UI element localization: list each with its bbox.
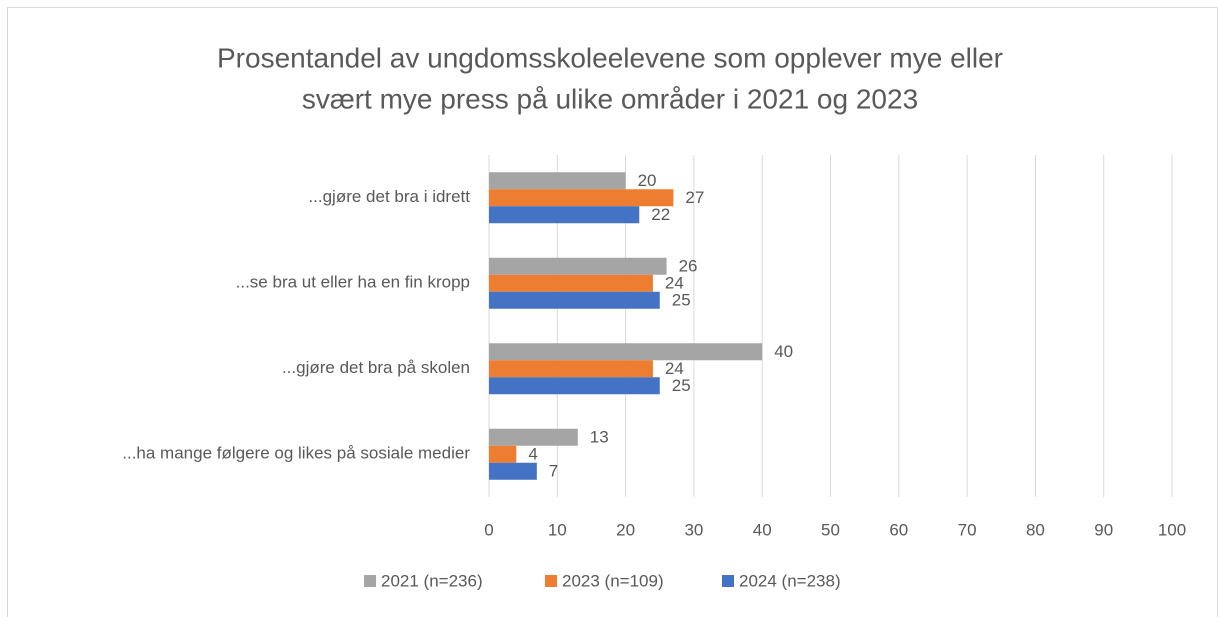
x-tick-label: 100 <box>1158 520 1186 539</box>
data-label: 22 <box>651 205 670 224</box>
x-tick-label: 40 <box>753 520 772 539</box>
x-tick-label: 80 <box>1026 520 1045 539</box>
legend-label: 2024 (n=238) <box>739 571 841 590</box>
bar <box>489 428 578 446</box>
x-tick-label: 30 <box>684 520 703 539</box>
x-tick-label: 90 <box>1094 520 1113 539</box>
bar <box>489 206 640 224</box>
x-tick-label: 50 <box>821 520 840 539</box>
bar <box>489 462 537 480</box>
bar <box>489 189 674 207</box>
legend-label: 2021 (n=236) <box>381 571 483 590</box>
data-label: 27 <box>685 188 704 207</box>
y-tick-label: ...gjøre det bra på skolen <box>282 358 470 377</box>
data-label: 24 <box>665 359 684 378</box>
y-tick-label: ...gjøre det bra i idrett <box>308 187 470 206</box>
data-label: 4 <box>528 445 537 464</box>
legend-swatch <box>722 575 734 587</box>
data-label: 26 <box>679 257 698 276</box>
x-tick-label: 10 <box>548 520 567 539</box>
data-label: 13 <box>590 428 609 447</box>
legend-swatch <box>364 575 376 587</box>
data-label: 25 <box>672 376 691 395</box>
x-tick-label: 20 <box>616 520 635 539</box>
data-label: 24 <box>665 274 684 293</box>
x-tick-label: 70 <box>958 520 977 539</box>
bar <box>489 377 660 395</box>
bar <box>489 257 667 275</box>
data-label: 7 <box>549 462 558 481</box>
bar <box>489 343 763 361</box>
legend-swatch <box>545 575 557 587</box>
x-tick-label: 0 <box>484 520 493 539</box>
data-label: 25 <box>672 291 691 310</box>
bar <box>489 274 653 292</box>
bar <box>489 360 653 378</box>
bar <box>489 291 660 309</box>
y-tick-label: ...se bra ut eller ha en fin kropp <box>236 273 470 292</box>
y-tick-label: ...ha mange følgere og likes på sosiale … <box>122 444 470 463</box>
data-label: 20 <box>638 171 657 190</box>
x-tick-label: 60 <box>889 520 908 539</box>
legend-label: 2023 (n=109) <box>562 571 664 590</box>
data-label: 40 <box>774 342 793 361</box>
bar <box>489 172 626 190</box>
bar <box>489 445 517 463</box>
chart-title: svært mye press på ulike områder i 2021 … <box>302 83 918 114</box>
chart-title: Prosentandel av ungdomsskoleelevene som … <box>217 42 1003 73</box>
